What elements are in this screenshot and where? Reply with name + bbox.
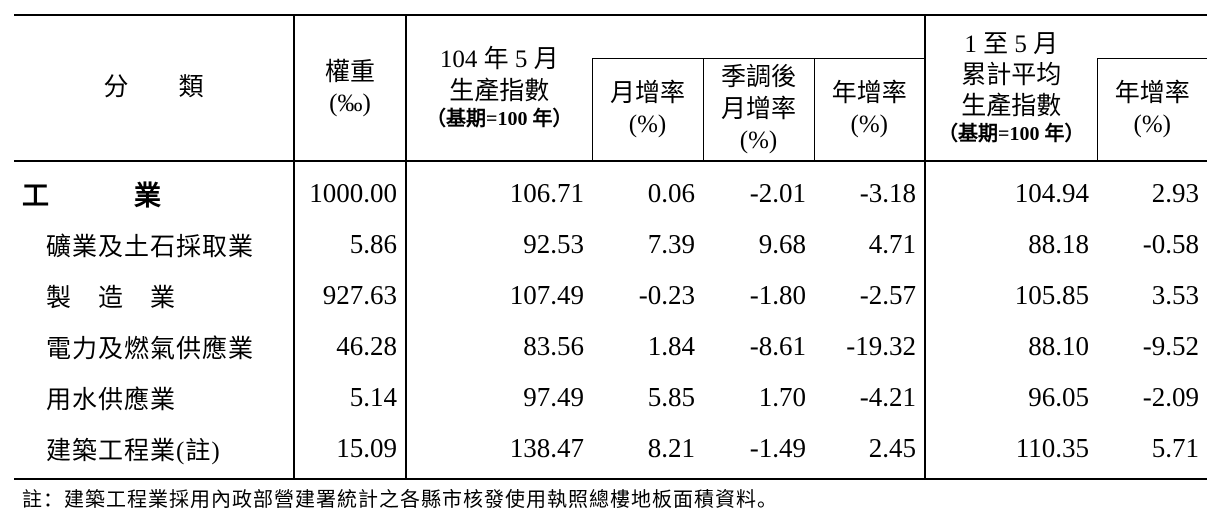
cell-mom: 5.85 xyxy=(647,382,695,412)
cell-yoy: -3.18 xyxy=(859,178,916,208)
cell-mom: 0.06 xyxy=(647,178,695,208)
header-cumulative-index: 1 至 5 月累計平均 生產指數 （基期=100 年） xyxy=(924,14,1097,162)
cell-sa-mom: 9.68 xyxy=(758,229,806,259)
cell-sa-mom: -1.49 xyxy=(703,423,814,480)
cell-cum-index: 110.35 xyxy=(924,423,1097,480)
cell-cum-yoy: -0.58 xyxy=(1142,229,1199,259)
cell-mom: 1.84 xyxy=(647,331,695,361)
cell-cum-yoy: 2.93 xyxy=(1151,178,1199,208)
cell-mom: 8.21 xyxy=(592,423,703,480)
cell-index: 92.53 xyxy=(405,219,592,270)
cell-cum-index: 104.94 xyxy=(924,161,1097,219)
cell-cum-yoy: 3.53 xyxy=(1151,280,1199,310)
table-row: 電力及燃氣供應業 46.28 83.56 1.84 -8.61 -19.32 8… xyxy=(14,321,1207,372)
row-name: 建築工程業(註) xyxy=(14,423,295,480)
cell-index: 107.49 xyxy=(405,270,592,321)
cell-yoy: 2.45 xyxy=(814,423,925,480)
cell-yoy: 4.71 xyxy=(868,229,916,259)
row-name: 工 業 xyxy=(14,161,295,219)
cell-cum-index: 88.18 xyxy=(924,219,1097,270)
cell-mom: 7.39 xyxy=(647,229,695,259)
header-category: 分 類 xyxy=(14,14,295,162)
cell-cum-index: 96.05 xyxy=(924,372,1097,423)
footnote: 註：建築工程業採用內政部營建署統計之各縣市核發使用執照總樓地板面積資料。 xyxy=(22,489,778,511)
cell-weight: 46.28 xyxy=(294,321,407,372)
row-name: 電力及燃氣供應業 xyxy=(14,321,295,372)
cell-yoy: -4.21 xyxy=(859,382,916,412)
cell-weight: 5.86 xyxy=(294,219,407,270)
row-name: 用水供應業 xyxy=(14,372,295,423)
header-cum-yoy: 年增率 (%) xyxy=(1096,58,1207,162)
cell-index: 97.49 xyxy=(405,372,592,423)
header-yoy: 年增率 (%) xyxy=(813,58,925,162)
cell-sa-mom: -2.01 xyxy=(749,178,806,208)
cell-yoy: -2.57 xyxy=(859,280,916,310)
table-row: 工 業 1000.00 106.71 0.06 -2.01 -3.18 104.… xyxy=(14,161,1207,219)
cell-sa-mom: 1.70 xyxy=(758,382,806,412)
cell-weight: 1000.00 xyxy=(294,161,407,219)
table-row: 礦業及土石採取業 5.86 92.53 7.39 9.68 4.71 88.18… xyxy=(14,219,1207,270)
row-name: 製 造 業 xyxy=(14,270,295,321)
table-row: 用水供應業 5.14 97.49 5.85 1.70 -4.21 96.05 -… xyxy=(14,372,1207,423)
cell-cum-index: 105.85 xyxy=(924,270,1097,321)
cell-cum-index: 88.10 xyxy=(924,321,1097,372)
production-index-table-container: 分 類 權重 (‰) 104 年 5 月生產指數 （基期=100 年） 1 至 5… xyxy=(14,14,1207,480)
cell-weight: 927.63 xyxy=(294,270,407,321)
cell-yoy: -19.32 xyxy=(846,331,916,361)
header-mom: 月增率 (%) xyxy=(591,58,703,162)
table-row: 建築工程業(註) 15.09 138.47 8.21 -1.49 2.45 11… xyxy=(14,423,1207,480)
row-name: 礦業及土石採取業 xyxy=(14,219,295,270)
header-group-spacer xyxy=(592,14,925,59)
cell-index: 83.56 xyxy=(405,321,592,372)
header-group-spacer-right xyxy=(1097,14,1207,59)
cell-weight: 15.09 xyxy=(294,423,407,480)
cell-cum-yoy: -9.52 xyxy=(1142,331,1199,361)
header-sa-mom: 季調後 月增率 (%) xyxy=(702,58,814,162)
cell-index: 138.47 xyxy=(405,423,592,480)
cell-cum-yoy: 5.71 xyxy=(1097,423,1207,480)
cell-mom: -0.23 xyxy=(638,280,695,310)
cell-weight: 5.14 xyxy=(294,372,407,423)
cell-cum-yoy: -2.09 xyxy=(1142,382,1199,412)
header-weight: 權重 (‰) xyxy=(294,14,407,162)
cell-index: 106.71 xyxy=(405,161,592,219)
production-index-table: 分 類 權重 (‰) 104 年 5 月生產指數 （基期=100 年） 1 至 5… xyxy=(14,14,1207,480)
cell-sa-mom: -1.80 xyxy=(749,280,806,310)
table-row: 製 造 業 927.63 107.49 -0.23 -1.80 -2.57 10… xyxy=(14,270,1207,321)
header-index-104-may: 104 年 5 月生產指數 （基期=100 年） xyxy=(405,14,592,162)
cell-sa-mom: -8.61 xyxy=(749,331,806,361)
